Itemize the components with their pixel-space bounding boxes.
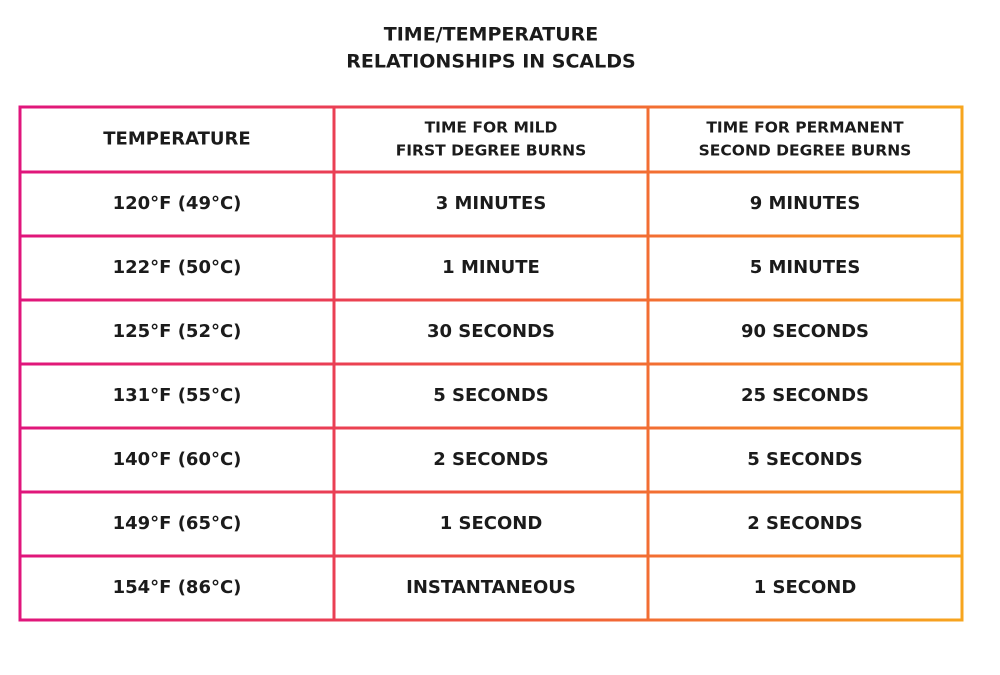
table-cell: 131°F (55°C) xyxy=(113,385,242,406)
table-cell: 2 SECONDS xyxy=(433,449,549,470)
title-line: RELATIONSHIPS IN SCALDS xyxy=(346,51,635,73)
header-cell: TIME FOR MILD xyxy=(425,119,558,137)
table-cell: 149°F (65°C) xyxy=(113,513,242,534)
header-cell: TEMPERATURE xyxy=(103,129,250,150)
table-grid xyxy=(18,105,964,622)
header-cell: SECOND DEGREE BURNS xyxy=(699,142,912,160)
header-cell: TIME FOR PERMANENT xyxy=(706,119,904,137)
table-cell: INSTANTANEOUS xyxy=(406,577,576,598)
table-cell: 140°F (60°C) xyxy=(113,449,242,470)
table-cell: 1 SECOND xyxy=(440,513,543,534)
table-cell: 125°F (52°C) xyxy=(113,321,242,342)
table-cell: 2 SECONDS xyxy=(747,513,863,534)
table-cell: 25 SECONDS xyxy=(741,385,869,406)
table-cell: 9 MINUTES xyxy=(750,193,861,214)
table-cell: 5 SECONDS xyxy=(747,449,863,470)
title-line: TIME/TEMPERATURE xyxy=(384,24,598,46)
table-cell: 1 SECOND xyxy=(754,577,857,598)
table-cell: 154°F (86°C) xyxy=(113,577,242,598)
table-cell: 3 MINUTES xyxy=(436,193,547,214)
table-cell: 90 SECONDS xyxy=(741,321,869,342)
header-cell: FIRST DEGREE BURNS xyxy=(396,142,587,160)
table-cell: 30 SECONDS xyxy=(427,321,555,342)
table-cell: 1 MINUTE xyxy=(442,257,540,278)
table-cell: 120°F (49°C) xyxy=(113,193,242,214)
table-cell: 5 SECONDS xyxy=(433,385,549,406)
table-cell: 122°F (50°C) xyxy=(113,257,242,278)
table-cell: 5 MINUTES xyxy=(750,257,861,278)
texts: TIME/TEMPERATURE RELATIONSHIPS IN SCALDS T… xyxy=(103,24,911,599)
